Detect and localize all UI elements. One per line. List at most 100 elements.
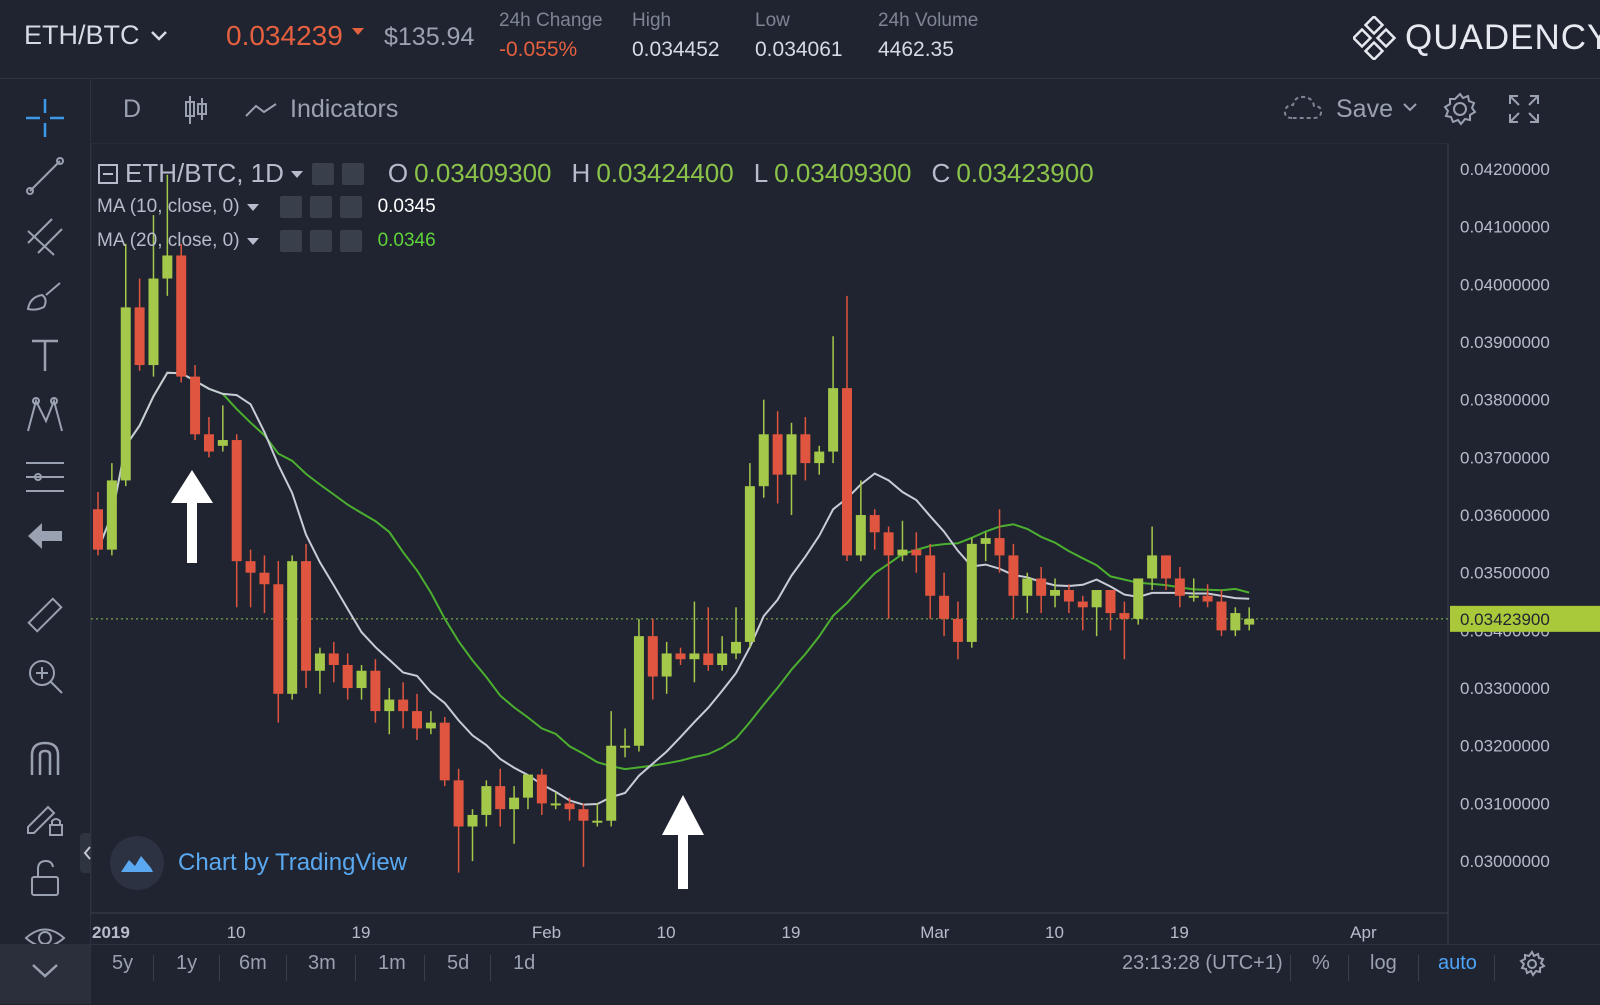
lock-drawings-icon[interactable]	[24, 797, 66, 839]
brand-name: QUADENCY	[1405, 18, 1600, 57]
ma20-legend: MA (20, close, 0) 0.0346	[97, 230, 436, 252]
collapse-legend-icon[interactable]	[97, 163, 119, 185]
ma10-label: MA (10, close, 0)	[97, 196, 240, 217]
price-chart[interactable]: 0.04200000 0.04100000 0.04000000 0.03900000…	[91, 143, 1600, 944]
ma20-eye-icon[interactable]	[279, 230, 302, 252]
candle-body	[966, 543, 977, 642]
percent-toggle[interactable]: %	[1312, 952, 1330, 974]
range-1d[interactable]: 1d	[513, 952, 536, 974]
close-value: 0.03423900	[956, 158, 1094, 188]
candle-body	[384, 699, 395, 712]
price-down-caret-icon	[352, 28, 364, 35]
range-1y[interactable]: 1y	[176, 952, 198, 974]
indicators-button[interactable]: Indicators	[244, 95, 398, 124]
candle-body	[703, 653, 714, 665]
candle-body	[911, 549, 922, 556]
ma20-label: MA (20, close, 0)	[97, 230, 240, 251]
ma20-line	[97, 371, 1250, 771]
candle-body	[328, 653, 339, 665]
range-3m[interactable]: 3m	[308, 952, 336, 974]
series-settings-gear-icon[interactable]	[341, 162, 364, 185]
settings-gear-icon[interactable]	[1442, 91, 1478, 127]
candle-body	[952, 618, 963, 642]
candle-body	[633, 636, 644, 746]
range-1m[interactable]: 1m	[378, 952, 406, 974]
stat-label-low: Low	[755, 10, 790, 31]
range-5d[interactable]: 5d	[447, 952, 470, 974]
zoom-in-icon[interactable]	[24, 655, 66, 697]
candle-body	[1174, 578, 1185, 596]
ma10-eye-icon[interactable]	[279, 196, 302, 218]
separator	[1418, 955, 1419, 981]
arrow-left-icon[interactable]	[24, 515, 66, 557]
fullscreen-icon[interactable]	[1506, 92, 1542, 126]
candle-body	[841, 388, 852, 556]
cloud-icon[interactable]	[1282, 92, 1324, 124]
fib-tool-icon[interactable]	[24, 215, 66, 257]
trend-line-icon[interactable]	[24, 155, 66, 197]
candles-type-icon[interactable]	[182, 94, 210, 126]
stat-label-volume: 24h Volume	[878, 10, 979, 31]
ma10-close-icon[interactable]	[339, 196, 362, 218]
candle-body	[231, 440, 242, 562]
save-dropdown-icon[interactable]	[1401, 101, 1419, 113]
ruler-icon[interactable]	[24, 595, 66, 637]
candle-body	[217, 440, 228, 446]
range-5y[interactable]: 5y	[112, 952, 134, 974]
tradingview-cloud-icon	[110, 836, 164, 890]
candle-body	[314, 653, 325, 671]
open-value: 0.03409300	[414, 158, 552, 188]
candle-body	[1036, 578, 1047, 596]
candle-body	[647, 636, 658, 677]
y-axis-tick-label: 0.03000000	[1460, 852, 1550, 871]
candle-body	[869, 515, 880, 533]
candle-body	[273, 584, 284, 694]
indicators-label: Indicators	[290, 95, 399, 123]
pattern-tool-icon[interactable]	[24, 395, 66, 437]
series-visibility-eye-icon[interactable]	[311, 162, 334, 185]
candle-body	[1105, 590, 1116, 614]
candle-body	[356, 670, 367, 689]
separator	[1290, 955, 1291, 981]
last-price-tag-label: 0.03423900	[1460, 610, 1550, 629]
interval-button[interactable]: D	[123, 95, 142, 123]
text-tool-icon[interactable]	[24, 335, 66, 377]
axis-settings-gear-icon[interactable]	[1518, 950, 1546, 978]
candle-body	[203, 434, 214, 452]
candle-body	[717, 653, 728, 665]
save-button[interactable]: Save	[1336, 95, 1393, 123]
unlock-icon[interactable]	[24, 857, 66, 899]
candle-body	[1230, 613, 1241, 631]
candle-body	[162, 255, 173, 279]
x-axis-tick-label: Feb	[532, 923, 561, 942]
last-price-tag	[1450, 605, 1600, 632]
ma20-close-icon[interactable]	[339, 230, 362, 252]
collapse-tools-button[interactable]	[0, 944, 90, 1004]
tradingview-watermark[interactable]: Chart by TradingView	[110, 836, 407, 890]
candle-body	[814, 451, 825, 464]
stat-label-high: High	[632, 10, 672, 31]
series-dropdown-icon[interactable]	[290, 169, 304, 179]
watermark-text: Chart by TradingView	[178, 849, 408, 876]
auto-toggle[interactable]: auto	[1438, 952, 1477, 974]
ma10-gear-icon[interactable]	[309, 196, 332, 218]
quadency-logo-icon	[1353, 16, 1397, 60]
stat-label-change: 24h Change	[499, 10, 603, 31]
crosshair-icon[interactable]	[24, 97, 66, 139]
ma20-dropdown-icon[interactable]	[246, 236, 260, 246]
x-axis-tick-label: 10	[657, 923, 676, 942]
candle-body	[412, 711, 423, 729]
prediction-tool-icon[interactable]	[24, 455, 66, 497]
candle-body	[564, 803, 575, 810]
pair-selector[interactable]: ETH/BTC	[24, 20, 168, 51]
range-6m[interactable]: 6m	[239, 952, 267, 974]
ma10-dropdown-icon[interactable]	[246, 202, 260, 212]
pair-label: ETH/BTC	[24, 20, 140, 50]
candle-body	[786, 434, 797, 475]
magnet-icon[interactable]	[24, 737, 66, 779]
brush-icon[interactable]	[24, 275, 66, 317]
ma20-gear-icon[interactable]	[309, 230, 332, 252]
clock-time[interactable]: 23:13:28 (UTC+1)	[1122, 952, 1283, 974]
ma20-value: 0.0346	[377, 230, 436, 251]
log-toggle[interactable]: log	[1370, 952, 1397, 974]
